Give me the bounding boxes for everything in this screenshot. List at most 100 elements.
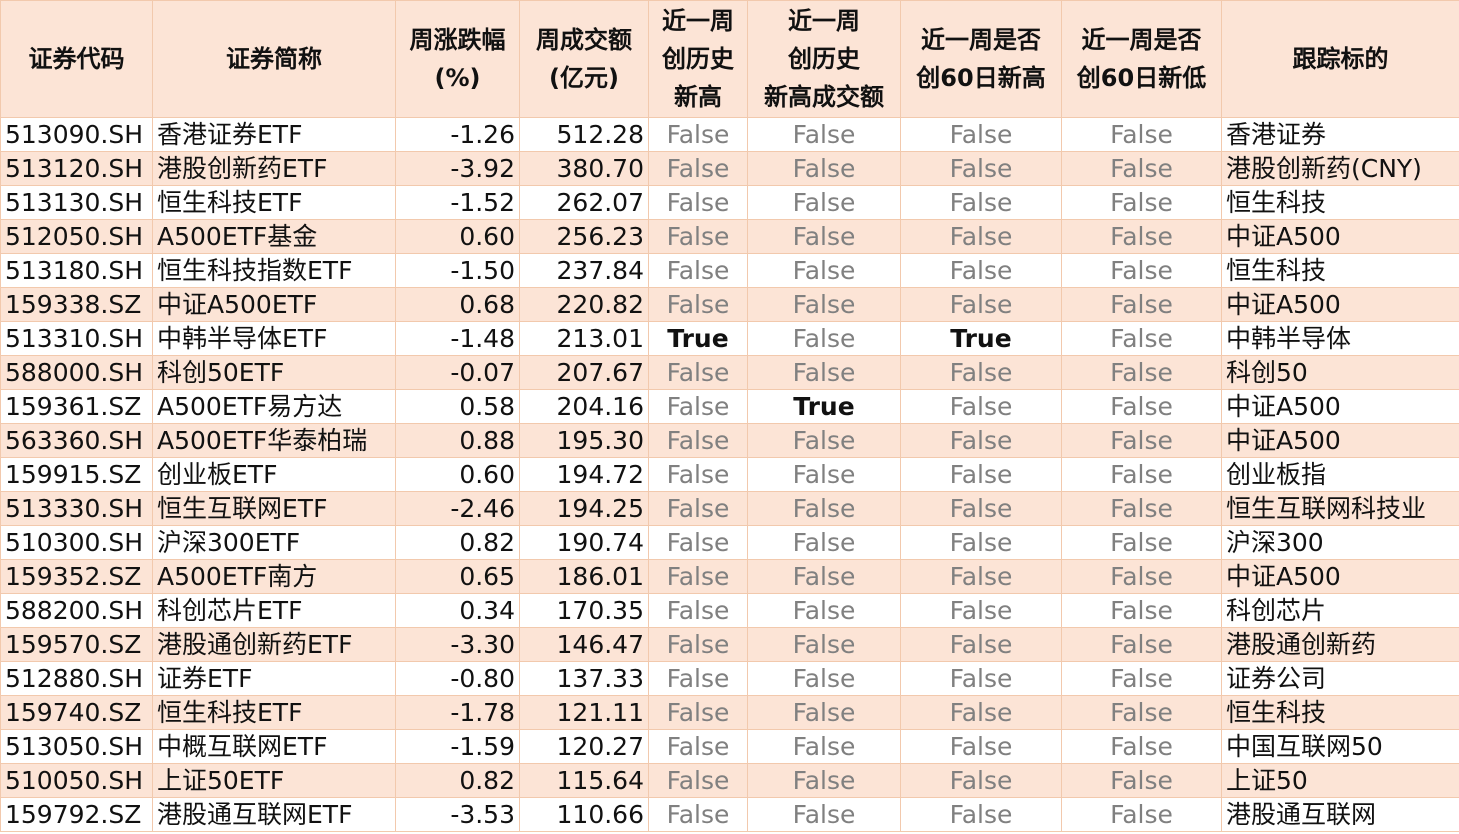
cell-code: 159352.SZ — [0, 559, 153, 594]
cell-tracking-index: 中证A500 — [1221, 559, 1459, 594]
cell-hist-high: False — [648, 253, 748, 288]
cell-weekly-change: -0.80 — [395, 661, 520, 696]
cell-code: 513130.SH — [0, 185, 153, 220]
cell-code: 512050.SH — [0, 219, 153, 254]
cell-hist-high: False — [648, 797, 748, 832]
cell-weekly-turnover: 194.25 — [519, 491, 649, 526]
cell-tracking-index: 中证A500 — [1221, 389, 1459, 424]
cell-60d-high: False — [900, 117, 1062, 152]
cell-hist-high: False — [648, 729, 748, 764]
cell-hist-high-volume: False — [747, 627, 901, 662]
cell-hist-high-volume: False — [747, 729, 901, 764]
cell-hist-high-volume: False — [747, 151, 901, 186]
cell-code: 513310.SH — [0, 321, 153, 356]
table-row: 513180.SH 恒生科技指数ETF -1.50 237.84 False False F… — [0, 253, 1459, 288]
cell-hist-high-volume: False — [747, 423, 901, 458]
cell-60d-low: False — [1061, 661, 1222, 696]
cell-tracking-index: 港股通互联网 — [1221, 797, 1459, 832]
table-row: 513050.SH 中概互联网ETF -1.59 120.27 False False Fa… — [0, 729, 1459, 764]
cell-name: 港股创新药ETF — [152, 151, 396, 186]
cell-weekly-change: -1.50 — [395, 253, 520, 288]
cell-code: 513120.SH — [0, 151, 153, 186]
cell-60d-high: False — [900, 797, 1062, 832]
cell-weekly-turnover: 121.11 — [519, 695, 649, 730]
cell-hist-high: False — [648, 627, 748, 662]
cell-tracking-index: 中证A500 — [1221, 287, 1459, 322]
cell-tracking-index: 港股创新药(CNY) — [1221, 151, 1459, 186]
cell-weekly-change: 0.60 — [395, 457, 520, 492]
cell-weekly-turnover: 262.07 — [519, 185, 649, 220]
cell-weekly-change: 0.68 — [395, 287, 520, 322]
cell-60d-high: False — [900, 423, 1062, 458]
cell-weekly-change: -3.30 — [395, 627, 520, 662]
cell-tracking-index: 证券公司 — [1221, 661, 1459, 696]
cell-hist-high-volume: False — [747, 695, 901, 730]
cell-weekly-turnover: 110.66 — [519, 797, 649, 832]
table-row: 510300.SH 沪深300ETF 0.82 190.74 False False Fal… — [0, 525, 1459, 560]
cell-60d-high: False — [900, 559, 1062, 594]
cell-60d-high: False — [900, 355, 1062, 390]
cell-name: A500ETF华泰柏瑞 — [152, 423, 396, 458]
cell-60d-high: False — [900, 593, 1062, 628]
header-row: 证券代码 证券简称 周涨跌幅 (%) 周成交额 (亿元) 近一周 创历史 新高 近一周 创历史 新高成… — [0, 0, 1459, 118]
cell-hist-high: False — [648, 593, 748, 628]
cell-weekly-change: 0.88 — [395, 423, 520, 458]
cell-hist-high: False — [648, 457, 748, 492]
cell-60d-low: False — [1061, 185, 1222, 220]
cell-hist-high: False — [648, 491, 748, 526]
cell-60d-high: False — [900, 729, 1062, 764]
cell-hist-high: False — [648, 185, 748, 220]
cell-code: 159338.SZ — [0, 287, 153, 322]
cell-hist-high-volume: False — [747, 457, 901, 492]
cell-weekly-turnover: 190.74 — [519, 525, 649, 560]
cell-code: 159915.SZ — [0, 457, 153, 492]
cell-hist-high-volume: False — [747, 253, 901, 288]
cell-60d-low: False — [1061, 355, 1222, 390]
cell-tracking-index: 中国互联网50 — [1221, 729, 1459, 764]
cell-name: 恒生科技指数ETF — [152, 253, 396, 288]
cell-weekly-change: 0.58 — [395, 389, 520, 424]
cell-weekly-change: 0.82 — [395, 763, 520, 798]
cell-weekly-change: 0.60 — [395, 219, 520, 254]
cell-60d-low: False — [1061, 457, 1222, 492]
cell-code: 588000.SH — [0, 355, 153, 390]
cell-name: 恒生科技ETF — [152, 695, 396, 730]
cell-code: 513180.SH — [0, 253, 153, 288]
cell-60d-low: False — [1061, 253, 1222, 288]
cell-weekly-change: -1.52 — [395, 185, 520, 220]
cell-code: 159740.SZ — [0, 695, 153, 730]
table-row: 513330.SH 恒生互联网ETF -2.46 194.25 False False Fa… — [0, 491, 1459, 526]
table-row: 513130.SH 恒生科技ETF -1.52 262.07 False False Fal… — [0, 185, 1459, 220]
cell-tracking-index: 创业板指 — [1221, 457, 1459, 492]
cell-name: 上证50ETF — [152, 763, 396, 798]
cell-weekly-change: -3.53 — [395, 797, 520, 832]
cell-tracking-index: 香港证券 — [1221, 117, 1459, 152]
cell-weekly-turnover: 195.30 — [519, 423, 649, 458]
cell-code: 159570.SZ — [0, 627, 153, 662]
cell-code: 512880.SH — [0, 661, 153, 696]
cell-60d-high: False — [900, 287, 1062, 322]
cell-60d-low: False — [1061, 593, 1222, 628]
table-row: 510050.SH 上证50ETF 0.82 115.64 False False Fals… — [0, 763, 1459, 798]
table-row: 159792.SZ 港股通互联网ETF -3.53 110.66 False False F… — [0, 797, 1459, 832]
cell-hist-high: False — [648, 525, 748, 560]
cell-name: 中韩半导体ETF — [152, 321, 396, 356]
cell-code: 563360.SH — [0, 423, 153, 458]
cell-weekly-turnover: 137.33 — [519, 661, 649, 696]
cell-hist-high-volume: True — [747, 389, 901, 424]
cell-60d-low: False — [1061, 389, 1222, 424]
cell-60d-high: False — [900, 763, 1062, 798]
cell-weekly-turnover: 237.84 — [519, 253, 649, 288]
table-row: 513120.SH 港股创新药ETF -3.92 380.70 False False Fa… — [0, 151, 1459, 186]
cell-weekly-turnover: 204.16 — [519, 389, 649, 424]
cell-hist-high-volume: False — [747, 763, 901, 798]
cell-60d-low: False — [1061, 117, 1222, 152]
cell-hist-high: False — [648, 219, 748, 254]
cell-code: 513090.SH — [0, 117, 153, 152]
cell-code: 159361.SZ — [0, 389, 153, 424]
cell-tracking-index: 恒生科技 — [1221, 695, 1459, 730]
cell-weekly-turnover: 380.70 — [519, 151, 649, 186]
cell-name: 恒生科技ETF — [152, 185, 396, 220]
cell-name: A500ETF易方达 — [152, 389, 396, 424]
cell-weekly-change: -0.07 — [395, 355, 520, 390]
